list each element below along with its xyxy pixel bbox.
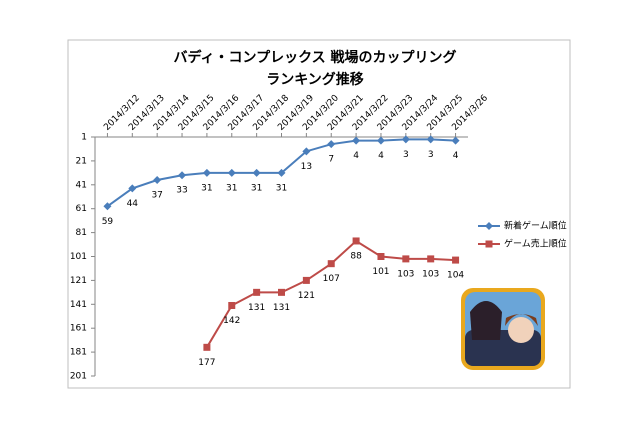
y-tick-label: 201 <box>70 372 87 382</box>
legend-marker <box>485 222 493 230</box>
marker <box>352 237 360 245</box>
marker <box>426 135 435 144</box>
marker <box>178 171 187 180</box>
data-label: 101 <box>372 267 389 277</box>
data-label: 31 <box>251 183 262 193</box>
marker <box>253 288 261 296</box>
marker <box>452 256 460 264</box>
data-label: 121 <box>298 291 315 301</box>
y-tick-label: 61 <box>76 204 87 214</box>
data-label: 103 <box>422 269 439 279</box>
marker <box>228 301 236 309</box>
data-label: 37 <box>151 191 162 201</box>
legend-marker <box>485 240 493 248</box>
marker <box>252 168 261 177</box>
y-tick-label: 161 <box>70 324 87 334</box>
data-label: 3 <box>403 150 409 160</box>
y-tick-label: 41 <box>76 180 87 190</box>
y-tick-label: 181 <box>70 348 87 358</box>
data-label: 88 <box>350 251 362 261</box>
data-label: 59 <box>102 217 114 227</box>
y-tick-label: 121 <box>70 276 87 286</box>
data-label: 44 <box>127 199 139 209</box>
y-tick-label: 81 <box>76 228 87 238</box>
marker <box>302 276 310 284</box>
y-tick-label: 1 <box>81 133 87 143</box>
data-label: 142 <box>223 316 240 326</box>
y-tick-label: 141 <box>70 300 87 310</box>
data-label: 31 <box>276 183 287 193</box>
marker <box>402 255 410 263</box>
y-tick-label: 101 <box>70 252 87 262</box>
marker <box>327 140 336 149</box>
data-label: 4 <box>453 151 459 161</box>
data-label: 104 <box>447 271 464 281</box>
data-label: 131 <box>273 303 290 313</box>
data-label: 3 <box>428 150 434 160</box>
chart-title: ランキング推移 <box>266 71 364 88</box>
marker <box>278 288 285 296</box>
marker <box>427 255 435 263</box>
legend-label: 新着ゲーム順位 <box>504 220 567 232</box>
chart-title: バディ・コンプレックス 戦場のカップリング <box>173 49 456 66</box>
marker <box>376 136 385 145</box>
data-label: 177 <box>198 358 215 368</box>
marker <box>277 168 286 177</box>
marker <box>128 184 137 193</box>
marker <box>352 136 361 145</box>
app-icon <box>461 288 545 370</box>
marker <box>227 168 236 177</box>
data-label: 131 <box>248 303 265 313</box>
marker <box>401 135 410 144</box>
y-tick-label: 21 <box>76 156 87 166</box>
data-label: 31 <box>201 183 212 193</box>
marker <box>451 136 460 145</box>
marker <box>153 176 162 185</box>
data-label: 103 <box>397 269 414 279</box>
marker <box>377 253 385 260</box>
marker <box>203 343 211 351</box>
legend-label: ゲーム売上順位 <box>504 238 567 250</box>
data-label: 4 <box>378 151 384 161</box>
data-label: 31 <box>226 183 237 193</box>
data-label: 13 <box>301 162 312 172</box>
marker <box>302 147 311 156</box>
data-label: 107 <box>323 274 340 284</box>
marker <box>202 168 211 177</box>
marker <box>327 260 335 268</box>
data-label: 33 <box>176 186 187 196</box>
data-label: 7 <box>328 155 334 165</box>
marker <box>103 202 112 211</box>
data-label: 4 <box>353 151 359 161</box>
